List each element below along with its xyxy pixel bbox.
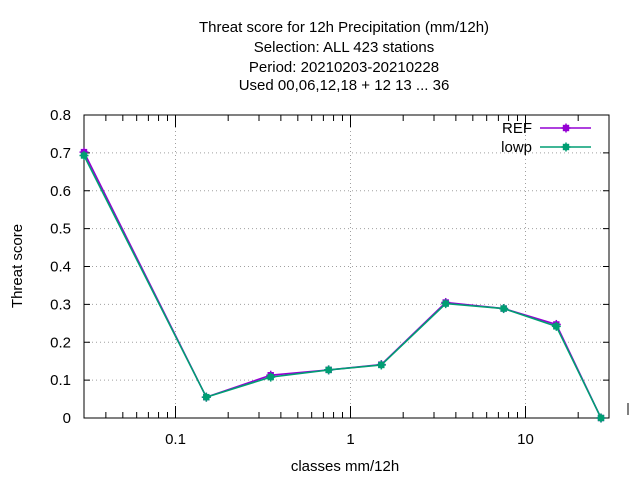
title-line-2: Selection: ALL 423 stations (254, 39, 434, 56)
series-line-ref (83, 151, 602, 419)
data-point-lowp (551, 321, 561, 331)
data-point-lowp (499, 304, 509, 314)
series-line-lowp (83, 155, 602, 419)
legend-label-lowp: lowp (501, 139, 532, 156)
title-line-1: Threat score for 12h Precipitation (mm/1… (199, 19, 489, 36)
data-point-lowp (266, 372, 276, 382)
y-tick-label: 0.1 (50, 372, 71, 389)
data-point-lowp (201, 392, 211, 402)
data-point-lowp (324, 365, 334, 375)
data-point-lowp (596, 413, 606, 423)
x-tick-label: 1 (346, 431, 354, 448)
x-axis-title: classes mm/12h (291, 458, 399, 475)
title-line-4: Used 00,06,12,18 + 12 13 ... 36 (239, 77, 450, 94)
title-line-3: Period: 20210203-20210228 (249, 59, 439, 76)
y-tick-label: 0 (63, 410, 71, 427)
x-tick-label: 10 (517, 431, 534, 448)
plot-frame (83, 114, 610, 419)
legend-marker-lowp (561, 142, 571, 152)
x-tick-label: 0.1 (165, 431, 186, 448)
y-tick-label: 0.4 (50, 259, 71, 276)
grid (84, 115, 609, 418)
axis-tick-labels: 0 0.1 0.2 0.3 0.4 0.5 0.6 0.7 0.8 0.1 1 10 (50, 107, 534, 448)
data-point-lowp (376, 360, 386, 370)
y-tick-label: 0.6 (50, 183, 71, 200)
data-point-lowp (79, 151, 89, 161)
axis-ticks (84, 114, 609, 419)
y-tick-label: 0.5 (50, 221, 71, 238)
data-point-lowp (441, 299, 451, 309)
legend-marker-ref (561, 123, 571, 133)
y-tick-label: 0.2 (50, 334, 71, 351)
legend: REF lowp (501, 120, 591, 156)
y-tick-label: 0.7 (50, 145, 71, 162)
y-tick-label: 0.3 (50, 296, 71, 313)
data-series (79, 147, 606, 423)
chart-title: Threat score for 12h Precipitation (mm/1… (199, 19, 489, 94)
y-tick-label: 0.8 (50, 107, 71, 124)
y-axis-title: Threat score (9, 224, 26, 308)
legend-label-ref: REF (502, 120, 532, 137)
